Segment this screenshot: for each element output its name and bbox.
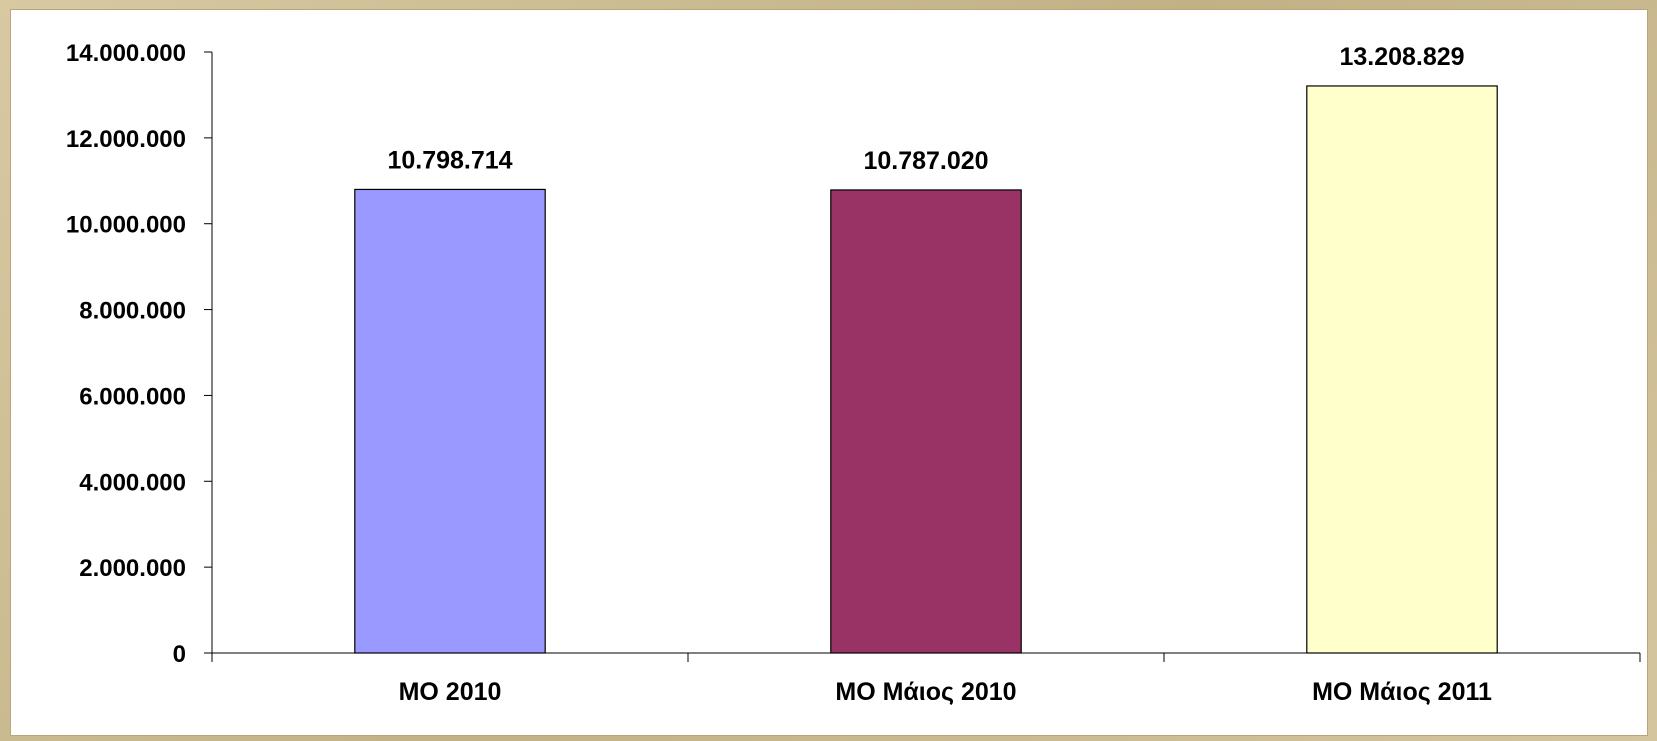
x-category-label: ΜΟ 2010 (399, 678, 502, 706)
x-category-label: ΜΟ Μάιος 2011 (1312, 678, 1492, 706)
y-tick-label: 14.000.000 (66, 40, 186, 67)
y-tick-label: 8.000.000 (79, 298, 186, 325)
y-tick-label: 12.000.000 (66, 126, 186, 153)
data-label: 13.208.829 (1339, 43, 1464, 71)
y-tick-label: 6.000.000 (79, 383, 186, 410)
data-label: 10.798.714 (387, 146, 512, 174)
y-tick-label: 0 (173, 641, 186, 668)
y-axis-ticks: 0 2.000.000 4.000.000 6.000.000 8.000.000 10.… (66, 40, 212, 668)
data-label: 10.787.020 (863, 147, 988, 175)
bar (830, 189, 1022, 654)
bar (1306, 85, 1498, 654)
y-tick-label: 4.000.000 (79, 469, 186, 496)
bar (354, 188, 546, 654)
bars (354, 85, 1498, 654)
data-labels: 10.798.714 10.787.020 13.208.829 (387, 43, 1464, 175)
x-category-label: ΜΟ Μάιος 2010 (835, 678, 1016, 706)
y-tick-label: 2.000.000 (79, 555, 186, 582)
x-axis-labels: ΜΟ 2010 ΜΟ Μάιος 2010 ΜΟ Μάιος 2011 (399, 678, 1492, 706)
y-tick-label: 10.000.000 (66, 212, 186, 239)
